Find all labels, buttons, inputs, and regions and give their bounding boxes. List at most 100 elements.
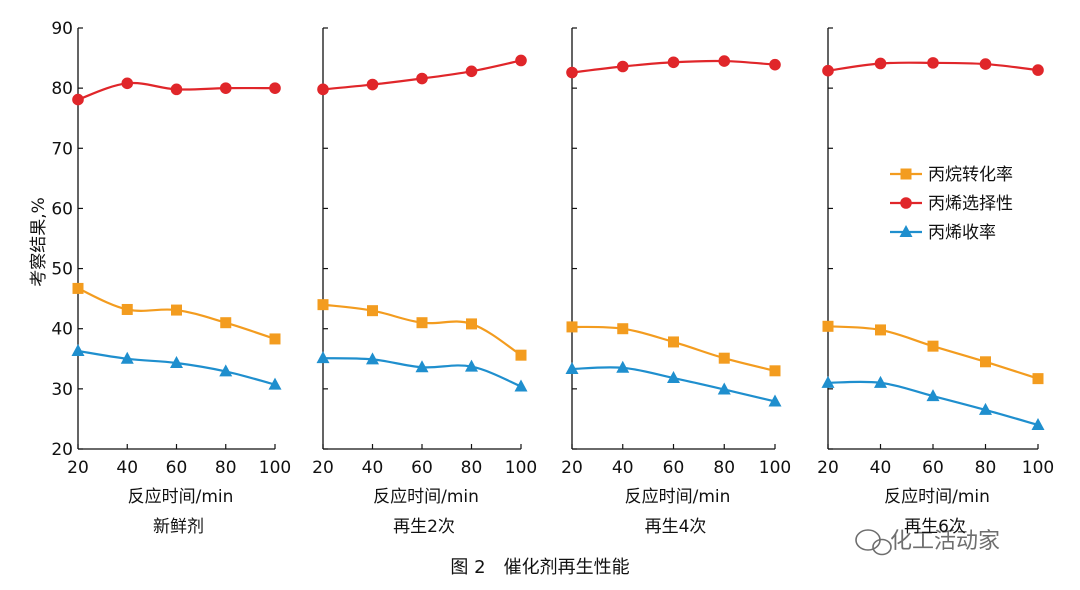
series-yield xyxy=(565,360,782,407)
conversion-line xyxy=(827,325,1039,380)
legend-label: 丙烯选择性 xyxy=(928,194,1013,214)
selectivity-point xyxy=(366,78,379,91)
panel-4: 20 40 60 80 100 反应时间/min 再生6次 xyxy=(817,27,1054,537)
legend-item-yield: 丙烯收率 xyxy=(890,223,996,243)
conversion-line xyxy=(571,325,776,372)
yield-point xyxy=(366,352,379,365)
x-tick-label: 40 xyxy=(116,458,138,478)
panel-2: 20 40 60 80 100 反应时间/min 再生2次 xyxy=(312,27,537,537)
x-tick-label: 80 xyxy=(713,458,735,478)
watermark: 化工活动家 xyxy=(855,529,1000,556)
yield-point xyxy=(616,360,630,373)
legend-swatch-marker xyxy=(899,225,913,237)
selectivity-point xyxy=(170,83,183,96)
yield-point xyxy=(71,343,85,356)
conversion-point xyxy=(718,352,730,364)
panel-1: 20 30 40 50 60 70 80 90 20 40 60 80 100 反应时间/min 新鲜剂 xyxy=(51,19,291,537)
x-axis-title: 反应时间/min xyxy=(128,487,234,507)
legend-item-selectivity: 丙烯选择性 xyxy=(890,194,1013,214)
y-tick-label: 40 xyxy=(51,320,73,340)
conversion-point xyxy=(769,365,781,377)
conversion-point xyxy=(980,356,991,368)
selectivity-point xyxy=(927,57,939,69)
conversion-point xyxy=(1032,373,1044,385)
conversion-point xyxy=(515,349,527,361)
series-conversion xyxy=(72,282,281,345)
x-tick-label: 100 xyxy=(1022,458,1054,478)
selectivity-point xyxy=(269,82,281,94)
conversion-point xyxy=(416,317,428,329)
x-tick-label: 100 xyxy=(505,458,537,478)
panel-title: 新鲜剂 xyxy=(153,517,204,537)
conversion-point xyxy=(617,323,629,335)
legend-label: 丙烷转化率 xyxy=(928,165,1013,185)
selectivity-point xyxy=(769,58,781,71)
panel-title: 再生2次 xyxy=(393,517,455,537)
yield-point xyxy=(170,355,183,368)
x-tick-label: 60 xyxy=(922,458,944,478)
selectivity-point xyxy=(822,64,834,77)
conversion-point xyxy=(875,324,886,336)
x-tick-label: 40 xyxy=(870,458,892,478)
selectivity-point xyxy=(121,77,134,90)
x-tick-label: 100 xyxy=(259,458,291,478)
conversion-point xyxy=(668,336,679,348)
watermark-text: 化工活动家 xyxy=(855,529,1000,556)
yield-point xyxy=(120,351,134,364)
conversion-point xyxy=(121,303,133,315)
yield-point xyxy=(316,351,330,364)
y-tick-label: 20 xyxy=(51,440,73,460)
yield-point xyxy=(821,375,835,388)
panel-title: 再生6次 xyxy=(904,517,966,537)
selectivity-point xyxy=(667,56,680,69)
figure-caption: 图 2 催化剂再生性能 xyxy=(450,557,629,578)
series-yield xyxy=(316,351,528,392)
yield-line xyxy=(827,380,1039,427)
selectivity-point xyxy=(616,60,629,73)
legend-label: 丙烯收率 xyxy=(928,223,996,243)
legend-swatch-marker xyxy=(900,168,912,180)
yield-point xyxy=(514,379,528,392)
conversion-point xyxy=(566,321,578,333)
y-tick-label: 80 xyxy=(51,79,73,99)
series-selectivity xyxy=(822,57,1044,77)
legend-item-conversion: 丙烷转化率 xyxy=(890,165,1013,185)
x-tick-label: 20 xyxy=(561,458,583,478)
x-tick-label: 60 xyxy=(411,458,433,478)
x-tick-label: 40 xyxy=(362,458,384,478)
yield-point xyxy=(219,364,233,377)
series-selectivity xyxy=(317,54,527,96)
series-conversion xyxy=(822,320,1044,385)
selectivity-point xyxy=(1032,64,1044,76)
series-yield xyxy=(821,375,1045,430)
x-tick-label: 80 xyxy=(461,458,483,478)
legend-swatch-marker xyxy=(900,197,912,209)
selectivity-point xyxy=(416,72,428,85)
yield-point xyxy=(926,389,940,402)
x-tick-label: 80 xyxy=(975,458,997,478)
yield-point xyxy=(768,394,782,407)
yield-point xyxy=(1031,417,1045,430)
x-tick-label: 80 xyxy=(215,458,237,478)
yield-point xyxy=(979,402,992,415)
selectivity-point xyxy=(72,93,84,106)
conversion-point xyxy=(220,317,232,329)
panel-title: 再生4次 xyxy=(645,517,707,537)
series-selectivity xyxy=(72,77,281,106)
yield-point xyxy=(465,359,478,372)
x-tick-label: 60 xyxy=(663,458,685,478)
wechat-icon xyxy=(855,529,892,556)
y-tick-label: 90 xyxy=(51,19,73,39)
y-tick-label: 30 xyxy=(51,380,73,400)
selectivity-point xyxy=(465,65,478,78)
series-yield xyxy=(71,343,282,390)
yield-point xyxy=(667,371,680,384)
watermark-label: 化工活动家 xyxy=(890,529,1000,554)
conversion-point xyxy=(317,299,329,311)
y-tick-label: 50 xyxy=(51,260,73,280)
conversion-point xyxy=(927,340,939,352)
y-tick-label: 60 xyxy=(51,199,73,219)
selectivity-point xyxy=(219,82,232,94)
